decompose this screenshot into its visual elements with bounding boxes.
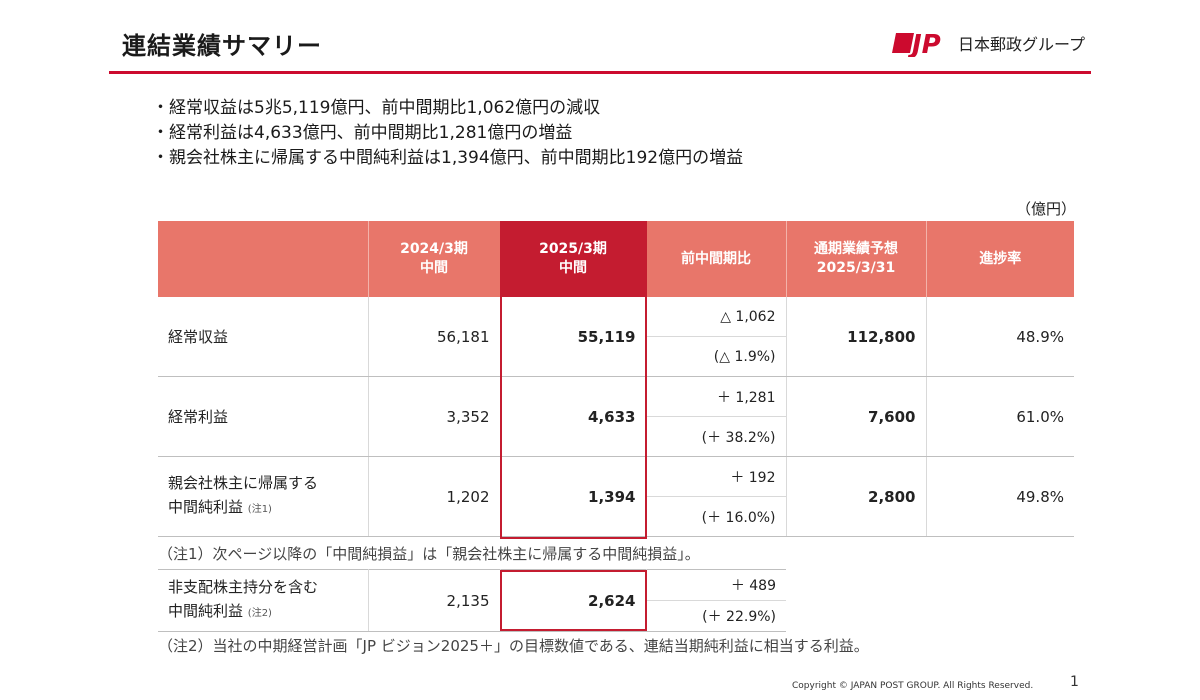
header-forecast: 通期業績予想 2025/3/31 — [786, 221, 927, 297]
diff-percent: (△ 1.9%) — [646, 336, 787, 377]
bullet-item: ・経常収益は5兆5,119億円、前中間期比1,062億円の減収 — [152, 98, 601, 118]
forecast-value: 7,600 — [786, 376, 927, 457]
table-subrow: (＋ 22.9%) — [158, 600, 1074, 632]
logo-name: 日本郵政グループ — [958, 35, 1086, 54]
header-progress: 進捗率 — [926, 221, 1074, 297]
forecast-value: 2,800 — [786, 456, 927, 537]
row-label: 経常利益 — [158, 376, 369, 457]
progress-value: 61.0% — [926, 376, 1074, 457]
unit-label: （億円） — [1016, 200, 1077, 218]
title-divider — [109, 71, 1091, 74]
diff-percent: (＋ 22.9%) — [646, 600, 786, 632]
table-subrow: (＋ 38.2%) — [158, 416, 1074, 457]
note-ref: (注1) — [247, 504, 272, 515]
diff-value: △ 1,062 — [646, 297, 787, 337]
bullet-item: ・親会社株主に帰属する中間純利益は1,394億円、前中間期比192億円の増益 — [152, 148, 744, 168]
summary-table: 2024/3期 中間 2025/3期 中間 前中間期比 通期業績予想 2025/3/3… — [158, 221, 1074, 658]
japan-post-logo: JP 日本郵政グループ — [892, 27, 1085, 59]
value-2025: 55,119 — [500, 297, 647, 377]
note-ref: (注2) — [247, 608, 272, 619]
value-2024: 3,352 — [368, 376, 501, 457]
header-blank — [158, 221, 369, 297]
value-2024: 2,135 — [368, 569, 501, 632]
svg-text:JP: JP — [907, 30, 941, 57]
value-2024: 56,181 — [368, 297, 501, 377]
table-row: 経常収益 56,181 55,119 △ 1,062 112,800 48.9% — [158, 297, 1074, 377]
table-subrow: (△ 1.9%) — [158, 336, 1074, 377]
row-label: 非支配株主持分を含む 中間純利益 (注2) — [158, 569, 369, 632]
table-subrow: (＋ 16.0%) — [158, 496, 1074, 537]
copyright: Copyright © JAPAN POST GROUP. All Rights… — [792, 681, 1034, 691]
note-row: （注1）次ページ以降の「中間純損益」は「親会社株主に帰属する中間純損益」。 — [158, 537, 1074, 570]
footnote-2: （注2）当社の中期経営計画「JP ビジョン2025＋」の目標数値である、連結当期… — [158, 636, 869, 655]
jp-logo-icon: JP — [892, 30, 941, 57]
table-header-row: 2024/3期 中間 2025/3期 中間 前中間期比 通期業績予想 2025/3/3… — [158, 221, 1074, 297]
value-2024: 1,202 — [368, 456, 501, 537]
note-row: （注2）当社の中期経営計画「JP ビジョン2025＋」の目標数値である、連結当期… — [158, 632, 1074, 659]
value-2025: 4,633 — [500, 376, 647, 457]
header-2024: 2024/3期 中間 — [368, 221, 501, 297]
progress-value: 48.9% — [926, 297, 1074, 377]
diff-value: ＋ 489 — [646, 569, 786, 601]
diff-value: ＋ 192 — [646, 456, 787, 497]
forecast-value: 112,800 — [786, 297, 927, 377]
page-title: 連結業績サマリー — [122, 32, 322, 60]
bullet-item: ・経常利益は4,633億円、前中間期比1,281億円の増益 — [152, 123, 573, 143]
diff-percent: (＋ 38.2%) — [646, 416, 787, 457]
header-2025: 2025/3期 中間 — [500, 221, 647, 297]
row-label: 経常収益 — [158, 297, 369, 377]
header-comparison: 前中間期比 — [646, 221, 787, 297]
value-2025: 2,624 — [500, 569, 647, 632]
empty-cell — [786, 570, 1074, 601]
progress-value: 49.8% — [926, 456, 1074, 537]
page-number: 1 — [1070, 674, 1079, 690]
diff-value: ＋ 1,281 — [646, 376, 787, 417]
footnote-1: （注1）次ページ以降の「中間純損益」は「親会社株主に帰属する中間純損益」。 — [158, 544, 700, 563]
row-label: 親会社株主に帰属する 中間純利益 (注1) — [158, 456, 369, 537]
table-row: 親会社株主に帰属する 中間純利益 (注1) 1,202 1,394 ＋ 192 2… — [158, 456, 1074, 537]
value-2025: 1,394 — [500, 456, 647, 537]
table-row: 経常利益 3,352 4,633 ＋ 1,281 7,600 61.0% — [158, 376, 1074, 457]
diff-percent: (＋ 16.0%) — [646, 496, 787, 537]
table-row: 非支配株主持分を含む 中間純利益 (注2) 2,135 2,624 ＋ 489 — [158, 569, 1074, 632]
summary-bullets: ・経常収益は5兆5,119億円、前中間期比1,062億円の減収 ・経常利益は4,… — [152, 96, 743, 171]
